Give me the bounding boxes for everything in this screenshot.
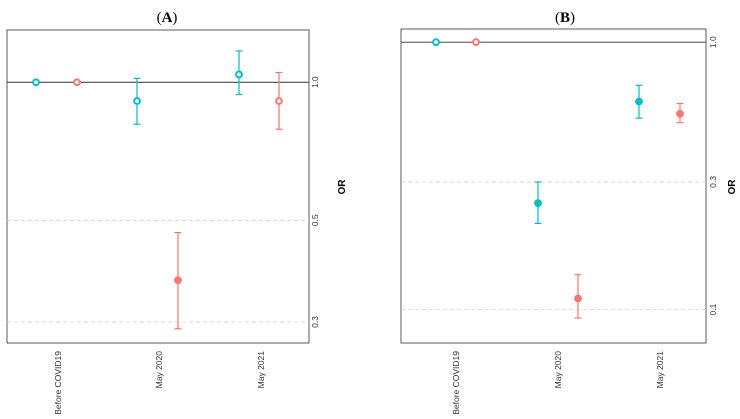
panel-b-y-tick-label: 0.1 bbox=[708, 303, 718, 315]
panel-b-data-point bbox=[534, 199, 542, 208]
panel-a-data-point bbox=[174, 276, 182, 285]
panel-b-data-point bbox=[432, 38, 440, 47]
panel-b-gridlines bbox=[401, 41, 706, 310]
panel-a-y-tick-labels: 0.3 0.5 1.0 bbox=[310, 76, 320, 328]
panel-a-y-tick-label: 0.3 bbox=[310, 316, 320, 328]
panel-b-y-tick-label: 0.3 bbox=[708, 176, 718, 188]
panel-b-marks bbox=[432, 38, 684, 319]
panel-b-data-point bbox=[635, 97, 643, 106]
panel-b-y-axis-title: OR bbox=[727, 179, 738, 195]
panel-a-marks bbox=[32, 50, 283, 330]
panel-a-y-tick-label: 0.5 bbox=[310, 214, 320, 226]
panel-b-x-tick-label: Before COVID19 bbox=[451, 351, 461, 415]
panel-a-title: (A) bbox=[157, 10, 178, 26]
panel-b-x-tick-labels: Before COVID19 May 2020 May 2021 bbox=[451, 351, 665, 415]
panel-a-data-point bbox=[73, 78, 81, 87]
panel-a-data-point bbox=[133, 97, 141, 105]
panel-b-y-tick-label: 1.0 bbox=[708, 36, 718, 48]
panel-b-x-tick-label: May 2021 bbox=[655, 351, 665, 389]
panel-a-data-point bbox=[235, 70, 243, 79]
panel-b-frame bbox=[400, 28, 707, 344]
panel-a-data-point bbox=[32, 78, 40, 87]
panel-b-y-tick-labels: 0.1 0.3 1.0 bbox=[708, 36, 718, 316]
panel-b: (B) 0.1 0.3 1.0 Before COVID19 May 2020 May … bbox=[400, 10, 738, 415]
panel-b-data-point bbox=[574, 294, 582, 303]
panel-a-frame bbox=[6, 29, 310, 344]
panel-a-x-tick-label: May 2021 bbox=[256, 351, 266, 389]
panel-a-x-tick-label: May 2020 bbox=[154, 351, 164, 389]
panel-b-title: (B) bbox=[555, 10, 575, 26]
panel-a-gridlines bbox=[7, 81, 309, 323]
panel-a-y-tick-label: 1.0 bbox=[310, 76, 320, 88]
panel-b-data-point bbox=[676, 109, 684, 118]
panel-a-x-tick-labels: Before COVID19 May 2020 May 2021 bbox=[53, 351, 266, 415]
panel-a-x-tick-label: Before COVID19 bbox=[53, 351, 63, 415]
panel-a-y-axis-title: OR bbox=[337, 179, 348, 195]
panel-a: (A) 0.3 0.5 1.0 Before COVID19 May 2020 May … bbox=[6, 10, 348, 415]
panel-b-data-point bbox=[472, 38, 480, 47]
panel-b-x-tick-label: May 2020 bbox=[553, 351, 563, 389]
panel-a-data-point bbox=[275, 97, 283, 105]
